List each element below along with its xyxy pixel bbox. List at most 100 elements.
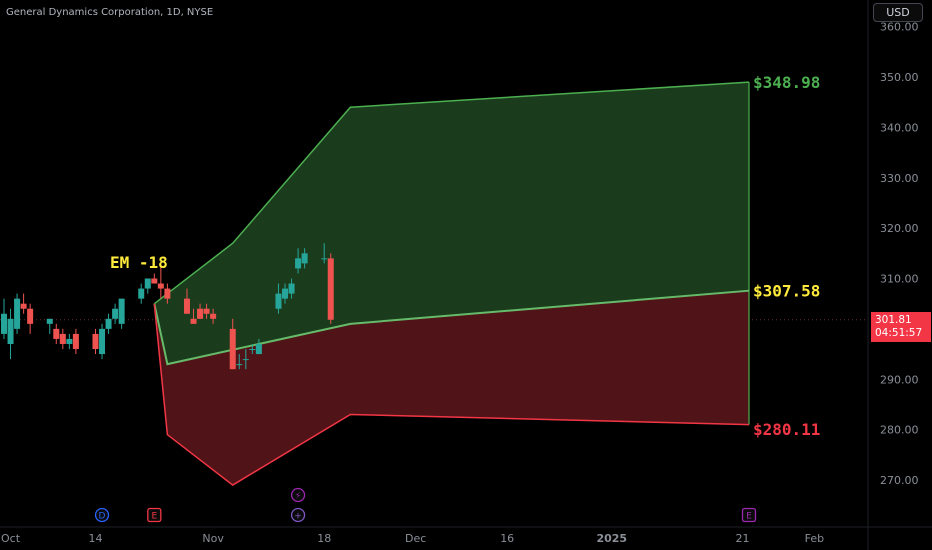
upper-zone-line [153,81,750,305]
event-marker[interactable]: E [147,507,162,523]
currency-button[interactable]: USD [873,3,923,22]
x-tick-label: Dec [405,532,426,545]
candle-body [236,364,243,366]
upper-zone-fill [154,82,750,365]
candle [20,293,27,314]
candle-body [14,298,21,329]
candle [53,323,60,344]
candle-body [99,328,106,355]
candle [164,283,171,304]
candle-body [157,283,164,289]
candle [99,323,106,360]
candle-body [1,313,7,334]
axes: 270.00280.00290.00300.00310.00320.00330.… [1,21,918,545]
candle-body [183,298,190,314]
y-tick-label: 320.00 [880,222,919,235]
event-marker-shape [290,487,306,503]
candle-body [59,333,66,344]
expected-move-zones [153,81,750,486]
candle [144,278,151,294]
candle [151,273,158,284]
x-tick-label: 16 [500,532,514,545]
candle-body [27,308,34,324]
candle-body [151,278,158,284]
y-tick-label: 280.00 [880,424,919,437]
candle-body [118,298,125,324]
candle-body [66,338,73,344]
em-label: EM -18 [110,253,168,272]
x-tick-label: 14 [88,532,102,545]
y-tick-label: 310.00 [880,273,919,286]
y-tick-label: 360.00 [880,21,919,34]
bar-countdown: 04:51:57 [875,327,923,339]
candle-body [197,308,204,319]
candle-body [275,293,282,309]
candle [203,303,210,319]
candle [190,308,197,324]
event-marker[interactable]: + [290,507,306,523]
candle-body [112,308,119,319]
candle-body [53,328,60,339]
candle-body [138,288,145,299]
candle [249,343,256,355]
last-price: 301.81 [875,314,912,326]
candle [197,303,204,319]
candle-body [249,349,256,351]
last-price-tag: 301.81 04:51:57 [871,312,931,342]
candle [7,308,14,360]
candle [327,253,334,324]
candle-body [301,253,308,264]
candle [92,328,99,355]
x-tick-label: 2025 [596,532,627,545]
candle-body [210,313,217,319]
candle-body [7,318,14,344]
event-marker[interactable]: D [94,507,110,523]
candle [282,283,289,304]
candle-body [46,318,53,324]
candle-body [327,258,334,320]
candle-body [295,258,302,269]
candle-body [242,359,249,361]
candlesticks [1,243,334,370]
candle [255,338,262,355]
chart-title: General Dynamics Corporation, 1D, NYSE [6,7,213,18]
mid-target-label: $307.58 [753,282,820,301]
candle [138,283,145,304]
x-tick-label: Feb [805,532,824,545]
candle [66,333,73,350]
candle [112,303,119,324]
candle [229,318,236,370]
candle-body [203,308,210,314]
candle-body [288,283,295,294]
candle [236,354,243,370]
event-marker[interactable]: ⚡ [290,487,306,503]
candle-body [105,318,112,329]
event-marker-letter: E [151,512,157,522]
y-tick-label: 270.00 [880,474,919,487]
x-tick-label: Nov [202,532,224,545]
candle [105,313,112,334]
candle-body [255,343,262,355]
candle-body [92,333,99,350]
candle [157,263,164,299]
event-marker[interactable]: E [741,507,757,523]
event-marker-shape [94,507,110,523]
candle-body [190,318,197,324]
candle-body [72,333,79,350]
candle [46,318,53,334]
candle [301,248,308,269]
candle [183,288,190,314]
candle [295,248,302,274]
y-tick-label: 290.00 [880,373,919,386]
candle [288,278,295,299]
candle-body [282,288,289,299]
candle [1,298,7,339]
candle [118,298,125,329]
candle [321,243,328,264]
candle [27,303,34,334]
y-tick-label: 340.00 [880,121,919,134]
candle [242,349,249,370]
candle-body [164,288,171,299]
event-markers[interactable]: D E + ⚡ E [94,487,757,523]
